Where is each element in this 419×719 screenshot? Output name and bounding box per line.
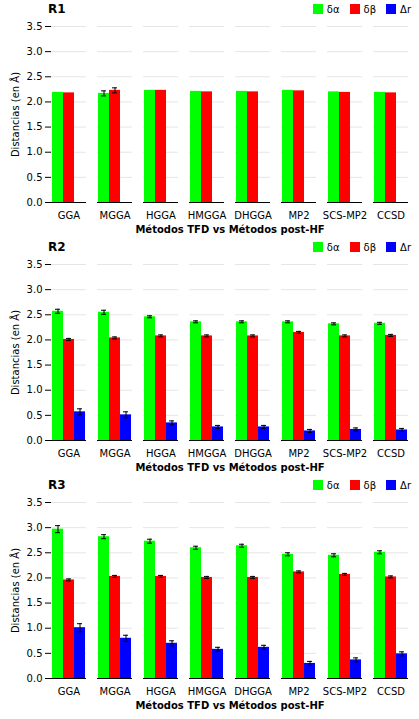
svg-text:1.0: 1.0: [27, 384, 43, 395]
svg-text:3.5: 3.5: [27, 21, 43, 32]
svg-text:3.5: 3.5: [27, 497, 43, 508]
svg-text:MGGA: MGGA: [100, 448, 131, 459]
svg-text:Distancias (en Å): Distancias (en Å): [9, 548, 21, 633]
html-text:δα: δα: [326, 479, 340, 491]
svg-text:MGGA: MGGA: [100, 210, 131, 221]
svg-text:0.0: 0.0: [27, 673, 43, 684]
svg-text:2.0: 2.0: [27, 334, 43, 345]
html-text:R3: R3: [48, 478, 66, 492]
html-text:δβ: δβ: [363, 241, 376, 253]
svg-text:MP2: MP2: [288, 448, 309, 459]
svg-text:1.5: 1.5: [27, 359, 43, 370]
svg-text:1.5: 1.5: [27, 121, 43, 132]
svg-text:CCSD: CCSD: [377, 686, 405, 697]
svg-text:DHGGA: DHGGA: [234, 448, 272, 459]
svg-text:0.5: 0.5: [27, 648, 43, 659]
svg-text:SCS-MP2: SCS-MP2: [323, 686, 367, 697]
svg-text:Distancias (en Å): Distancias (en Å): [9, 72, 21, 157]
svg-text:HGGA: HGGA: [146, 686, 176, 697]
svg-text:MP2: MP2: [288, 686, 309, 697]
svg-text:Distancias (en Å): Distancias (en Å): [9, 310, 21, 395]
svg-text:0.0: 0.0: [27, 435, 43, 446]
svg-text:DHGGA: DHGGA: [234, 686, 272, 697]
svg-text:HMGGA: HMGGA: [188, 448, 227, 459]
html-text:δα: δα: [326, 3, 340, 15]
svg-text:SCS-MP2: SCS-MP2: [323, 210, 367, 221]
svg-text:MP2: MP2: [288, 210, 309, 221]
svg-text:2.0: 2.0: [27, 572, 43, 583]
svg-text:3.0: 3.0: [27, 46, 43, 57]
html-text:R2: R2: [48, 240, 66, 254]
svg-text:GGA: GGA: [58, 210, 80, 221]
svg-text:Métodos TFD vs Métodos post-HF: Métodos TFD vs Métodos post-HF: [135, 224, 324, 235]
svg-text:1.0: 1.0: [27, 146, 43, 157]
svg-text:2.5: 2.5: [27, 547, 43, 558]
svg-text:DHGGA: DHGGA: [234, 210, 272, 221]
svg-text:3.5: 3.5: [27, 259, 43, 270]
html-text:δβ: δβ: [363, 3, 376, 15]
svg-text:Métodos TFD vs Métodos post-HF: Métodos TFD vs Métodos post-HF: [135, 462, 324, 473]
svg-text:1.0: 1.0: [27, 622, 43, 633]
svg-text:3.0: 3.0: [27, 522, 43, 533]
html-text:Δr: Δr: [400, 3, 411, 15]
svg-text:HGGA: HGGA: [146, 448, 176, 459]
svg-text:3.0: 3.0: [27, 284, 43, 295]
svg-text:0.5: 0.5: [27, 410, 43, 421]
svg-text:2.5: 2.5: [27, 309, 43, 320]
svg-text:HMGGA: HMGGA: [188, 686, 227, 697]
svg-text:1.5: 1.5: [27, 597, 43, 608]
html-text:R1: R1: [48, 2, 66, 16]
html-text:δα: δα: [326, 241, 340, 253]
svg-text:SCS-MP2: SCS-MP2: [323, 448, 367, 459]
html-text:Δr: Δr: [400, 479, 411, 491]
html-text:δβ: δβ: [363, 479, 376, 491]
svg-text:0.0: 0.0: [27, 197, 43, 208]
svg-text:HGGA: HGGA: [146, 210, 176, 221]
svg-text:MGGA: MGGA: [100, 686, 131, 697]
html-text:Δr: Δr: [400, 241, 411, 253]
svg-text:CCSD: CCSD: [377, 210, 405, 221]
svg-text:0.5: 0.5: [27, 172, 43, 183]
svg-text:HMGGA: HMGGA: [188, 210, 227, 221]
svg-text:Métodos TFD vs Métodos post-HF: Métodos TFD vs Métodos post-HF: [135, 700, 324, 711]
svg-text:2.5: 2.5: [27, 71, 43, 82]
svg-text:GGA: GGA: [58, 448, 80, 459]
svg-text:GGA: GGA: [58, 686, 80, 697]
svg-text:CCSD: CCSD: [377, 448, 405, 459]
svg-text:2.0: 2.0: [27, 96, 43, 107]
